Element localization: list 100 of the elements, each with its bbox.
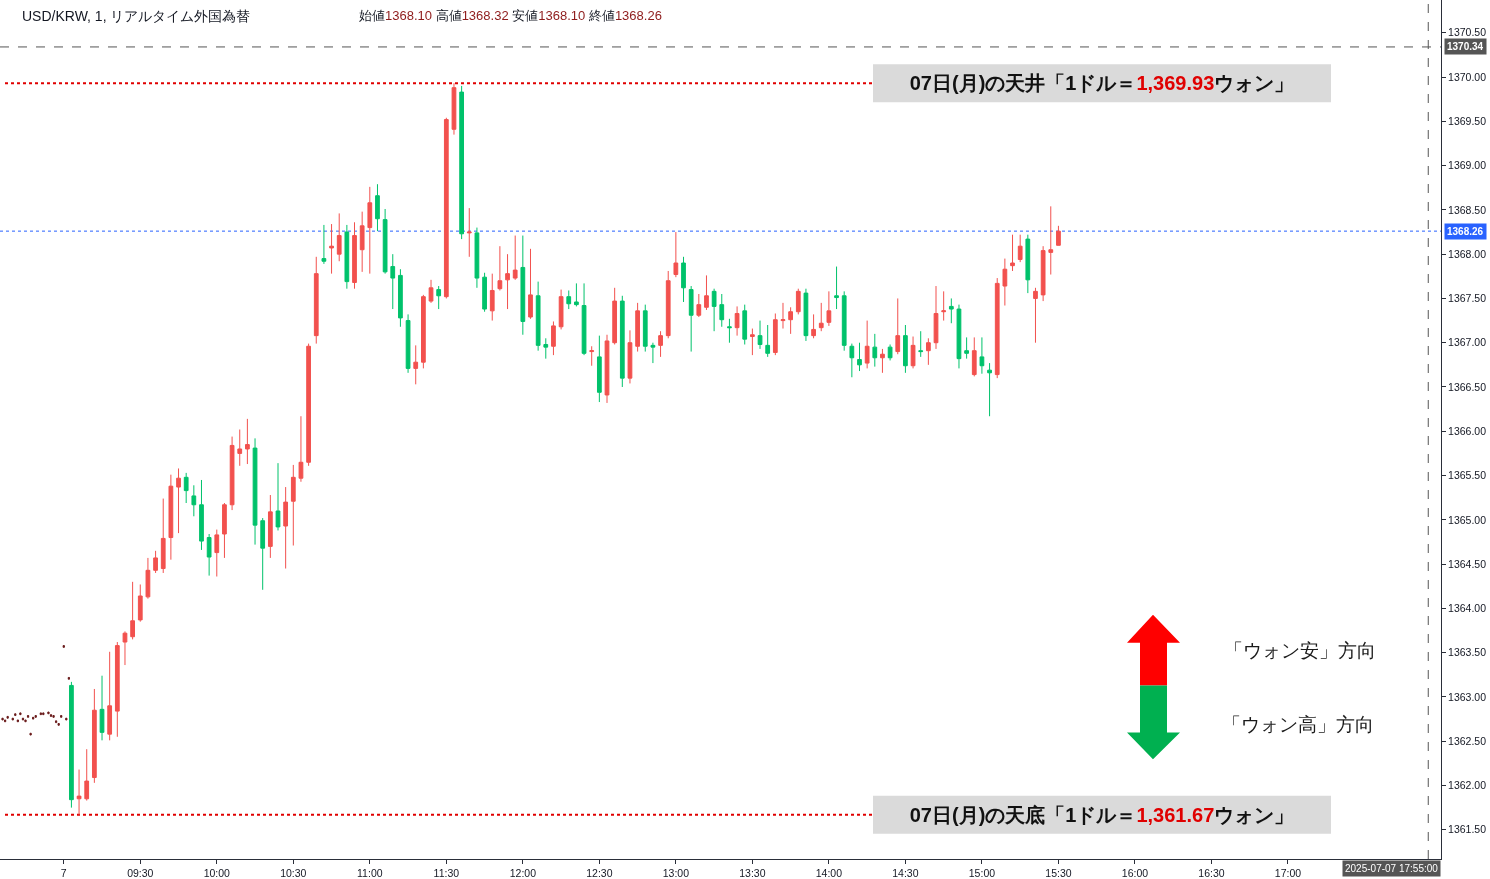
candlestick	[795, 288, 801, 315]
candlestick	[474, 227, 480, 289]
candlestick	[987, 362, 992, 417]
candlestick	[191, 484, 197, 517]
candlestick	[443, 117, 449, 299]
candlestick	[604, 334, 610, 404]
candlestick	[329, 223, 334, 275]
candlestick	[352, 221, 357, 290]
candlestick	[979, 336, 985, 375]
candlestick	[864, 320, 870, 369]
candlestick	[214, 529, 220, 577]
candlestick	[910, 336, 916, 369]
x-tick-label: 13:00	[662, 866, 690, 879]
x-tick-label: 09:30	[127, 866, 154, 879]
candlestick	[206, 533, 212, 577]
candlestick	[1048, 205, 1054, 276]
candlestick	[359, 211, 365, 273]
candlestick	[535, 281, 541, 352]
candlestick	[941, 290, 947, 322]
x-tick-label: 15:00	[968, 866, 996, 879]
candlestick	[948, 297, 954, 324]
candlestick	[818, 302, 824, 332]
x-tick-label: 7	[60, 866, 67, 879]
x-tick-label: 12:00	[509, 866, 537, 879]
candlestick	[627, 329, 633, 384]
candlestick	[765, 324, 771, 358]
candlestick	[528, 248, 533, 320]
candlestick	[344, 224, 350, 290]
candlestick	[237, 429, 243, 467]
ref-line-label: 07日(月)の天底「1ドル＝1,361.67ウォン」	[909, 804, 1295, 826]
x-tick-label: 10:30	[280, 866, 307, 879]
candlestick	[222, 502, 227, 559]
candlestick	[436, 285, 442, 310]
candlestick	[290, 464, 296, 547]
annotation: 「ウォン高」方向	[1222, 714, 1374, 735]
candlestick	[1025, 234, 1031, 294]
y-tick-label: 1365.00	[1448, 513, 1487, 526]
candlestick	[612, 287, 618, 345]
candlestick	[283, 486, 289, 570]
candlestick	[956, 304, 962, 369]
candlestick	[658, 330, 663, 358]
candlestick	[122, 630, 128, 666]
candlestick	[834, 266, 839, 310]
candlestick	[91, 688, 97, 784]
candlestick	[581, 282, 587, 356]
candlestick	[887, 343, 893, 361]
candlestick	[925, 337, 931, 366]
candlestick	[918, 330, 924, 358]
candlestick	[160, 498, 166, 574]
candlestick	[872, 333, 878, 368]
candlestick	[650, 342, 656, 364]
x-tick-label: 13:30	[739, 866, 766, 879]
candlestick	[551, 320, 556, 356]
candlestick	[107, 651, 113, 741]
candlestick	[275, 462, 281, 531]
y-tick-label: 1365.50	[1448, 469, 1487, 482]
x-tick-label: 11:30	[433, 866, 460, 879]
candlestick	[405, 313, 411, 374]
candlestick	[459, 85, 464, 240]
candlestick	[704, 274, 709, 311]
candlestick	[413, 344, 419, 385]
candlestick	[803, 288, 809, 342]
y-tick-label: 1367.00	[1448, 336, 1487, 349]
candlestick	[750, 328, 755, 356]
candlestick	[306, 343, 311, 467]
y-tick-label: 1369.50	[1448, 115, 1487, 127]
candlestick	[841, 290, 847, 352]
candlestick	[183, 472, 189, 504]
candlestick	[375, 183, 380, 232]
candlestick	[688, 285, 694, 353]
candlestick	[153, 550, 158, 574]
candlestick	[780, 302, 786, 330]
y-tick-label: 1362.50	[1448, 734, 1487, 747]
candlestick	[880, 348, 885, 374]
annotation: 「ウォン安」方向	[1224, 640, 1376, 661]
y-tick-label: 1368.00	[1448, 247, 1487, 260]
candlestick	[757, 320, 763, 350]
y-tick-label: 1363.50	[1448, 646, 1487, 659]
y-tick-label: 1361.50	[1448, 823, 1487, 836]
candlestick	[252, 437, 258, 546]
candlestick	[99, 675, 105, 741]
candlestick	[642, 304, 648, 353]
y-tick-label: 1362.00	[1448, 779, 1487, 792]
text: 始値1368.10 高値1368.32 安値1368.10 終値1368.26	[359, 8, 662, 23]
y-tick-label: 1363.00	[1448, 690, 1487, 703]
candlestick	[298, 415, 304, 483]
candlestick	[543, 337, 549, 360]
candlestick	[673, 231, 679, 278]
candlestick	[589, 345, 595, 367]
candlestick	[772, 312, 778, 356]
candlestick	[49, 714, 53, 717]
candlestick	[1033, 287, 1038, 344]
candlestick	[788, 306, 794, 335]
candlestick	[857, 342, 862, 372]
candlestick	[199, 479, 204, 551]
candlestick	[21, 717, 25, 721]
candlestick	[558, 289, 564, 330]
candlestick	[451, 82, 457, 136]
candlestick	[114, 641, 120, 738]
y-tick-label: 1370.00	[1448, 70, 1487, 83]
